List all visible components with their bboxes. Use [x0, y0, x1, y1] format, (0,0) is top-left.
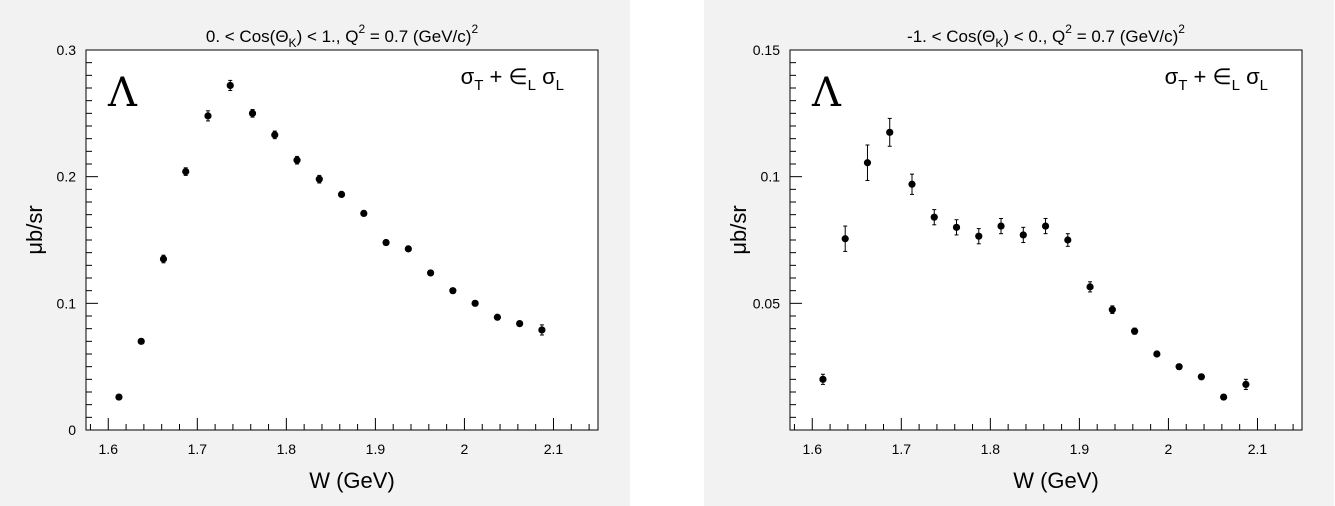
data-point [819, 375, 827, 383]
data-point [360, 209, 368, 217]
title-text: ) < 1., Q [297, 27, 359, 46]
data-point [1242, 380, 1250, 388]
data-point [908, 180, 916, 188]
data-point [449, 287, 457, 295]
x-tick-label: 1.8 [277, 441, 297, 457]
chart-title: -1. < Cos(ΘK) < 0., Q2 = 0.7 (GeV/c)2 [907, 22, 1185, 50]
x-tick-label: 1.9 [1070, 441, 1090, 457]
data-point [1197, 373, 1205, 381]
plot-frame [789, 49, 1303, 431]
chart-panel-left: 1.6 1.7 1.8 1.9 2 2.1 0 0.1 0.2 0.3 W (GeV) μb/sr 0.… [0, 0, 630, 506]
formula-subscript: L [1260, 77, 1268, 94]
formula-sigma: σ [1246, 64, 1260, 89]
title-subscript: K [995, 36, 1003, 50]
data-point [1108, 306, 1116, 314]
x-tick-label: 2 [461, 441, 469, 457]
title-text: = 0.7 (GeV/c) [1072, 27, 1178, 46]
data-point [1086, 283, 1094, 291]
cross-section-formula: σT + ∈L σL [1165, 64, 1268, 94]
formula-subscript: L [556, 77, 564, 94]
plot-frame [85, 49, 599, 431]
title-superscript: 2 [471, 22, 478, 36]
y-axis-label: μb/sr [22, 205, 47, 254]
title-superscript: 2 [358, 22, 365, 36]
data-point [1175, 363, 1183, 371]
data-point [315, 175, 323, 183]
chart-panel-right: 1.6 1.7 1.8 1.9 2 2.1 0.05 0.1 0.15 W (GeV) μb/sr -… [704, 0, 1334, 506]
formula-subscript: L [528, 77, 536, 94]
data-point [293, 156, 301, 164]
data-point [159, 255, 168, 263]
formula-text: + ∈ [483, 64, 527, 89]
x-tick-label: 2 [1165, 441, 1173, 457]
data-point [538, 326, 546, 334]
chart-title: 0. < Cos(ΘK) < 1., Q2 = 0.7 (GeV/c)2 [206, 22, 479, 50]
data-point [952, 223, 961, 231]
data-point [182, 168, 190, 176]
x-tick-label: 1.6 [803, 441, 823, 457]
data-point [471, 299, 479, 307]
title-text: ) < 0., Q [1003, 27, 1065, 46]
data-point [1153, 350, 1161, 358]
data-point [997, 222, 1005, 230]
data-point [404, 245, 412, 253]
title-text: -1. < Cos(Θ [907, 27, 995, 46]
y-tick-label: 0.3 [57, 42, 77, 58]
data-point [248, 109, 257, 117]
y-tick-label: 0.15 [753, 42, 780, 58]
title-text: = 0.7 (GeV/c) [365, 27, 471, 46]
x-tick-label: 2.1 [1248, 441, 1268, 457]
data-point [930, 213, 938, 221]
x-axis-label: W (GeV) [1013, 468, 1099, 493]
data-point [863, 159, 872, 167]
x-tick-label: 1.7 [892, 441, 912, 457]
data-point [426, 269, 435, 277]
data-point [1130, 327, 1139, 335]
y-tick-label: 0 [68, 422, 76, 438]
chart-right: 1.6 1.7 1.8 1.9 2 2.1 0.05 0.1 0.15 W (GeV) μb/sr -… [726, 22, 1303, 493]
title-subscript: K [289, 36, 297, 50]
data-point [1041, 222, 1050, 230]
formula-text: + ∈ [1187, 64, 1231, 89]
data-point [204, 112, 212, 120]
data-point [271, 131, 279, 139]
data-point [337, 190, 346, 198]
data-point [841, 235, 849, 243]
data-point [1064, 236, 1072, 244]
cross-section-formula: σT + ∈L σL [461, 64, 564, 94]
formula-sigma: σ [461, 64, 475, 89]
data-point [115, 393, 123, 401]
title-superscript: 2 [1178, 22, 1185, 36]
x-axis-label: W (GeV) [309, 468, 395, 493]
data-point [886, 128, 894, 136]
title-superscript: 2 [1065, 22, 1072, 36]
y-axis-label: μb/sr [726, 205, 751, 254]
data-point [975, 232, 983, 240]
formula-subscript: T [474, 77, 483, 94]
lambda-symbol: Λ [107, 70, 138, 116]
y-tick-label: 0.2 [57, 169, 77, 185]
x-tick-label: 1.6 [99, 441, 119, 457]
x-tick-label: 1.9 [366, 441, 386, 457]
formula-sigma: σ [1165, 64, 1179, 89]
data-point [382, 238, 390, 247]
formula-subscript: L [1232, 77, 1240, 94]
y-tick-label: 0.1 [57, 295, 77, 311]
chart-left: 1.6 1.7 1.8 1.9 2 2.1 0 0.1 0.2 0.3 W (GeV) μb/sr 0.… [22, 22, 599, 493]
data-point [516, 320, 524, 328]
title-text: 0. < Cos(Θ [206, 27, 289, 46]
data-point [226, 81, 234, 90]
x-tick-label: 1.7 [188, 441, 208, 457]
lambda-symbol: Λ [811, 70, 842, 116]
x-tick-label: 1.8 [981, 441, 1001, 457]
data-point [137, 337, 145, 345]
formula-sigma: σ [542, 64, 556, 89]
y-tick-label: 0.05 [753, 295, 780, 311]
data-point [1019, 231, 1027, 239]
formula-subscript: T [1178, 77, 1187, 94]
x-tick-label: 2.1 [544, 441, 564, 457]
y-tick-label: 0.1 [761, 169, 781, 185]
data-point [493, 313, 501, 321]
data-point [1220, 393, 1228, 401]
